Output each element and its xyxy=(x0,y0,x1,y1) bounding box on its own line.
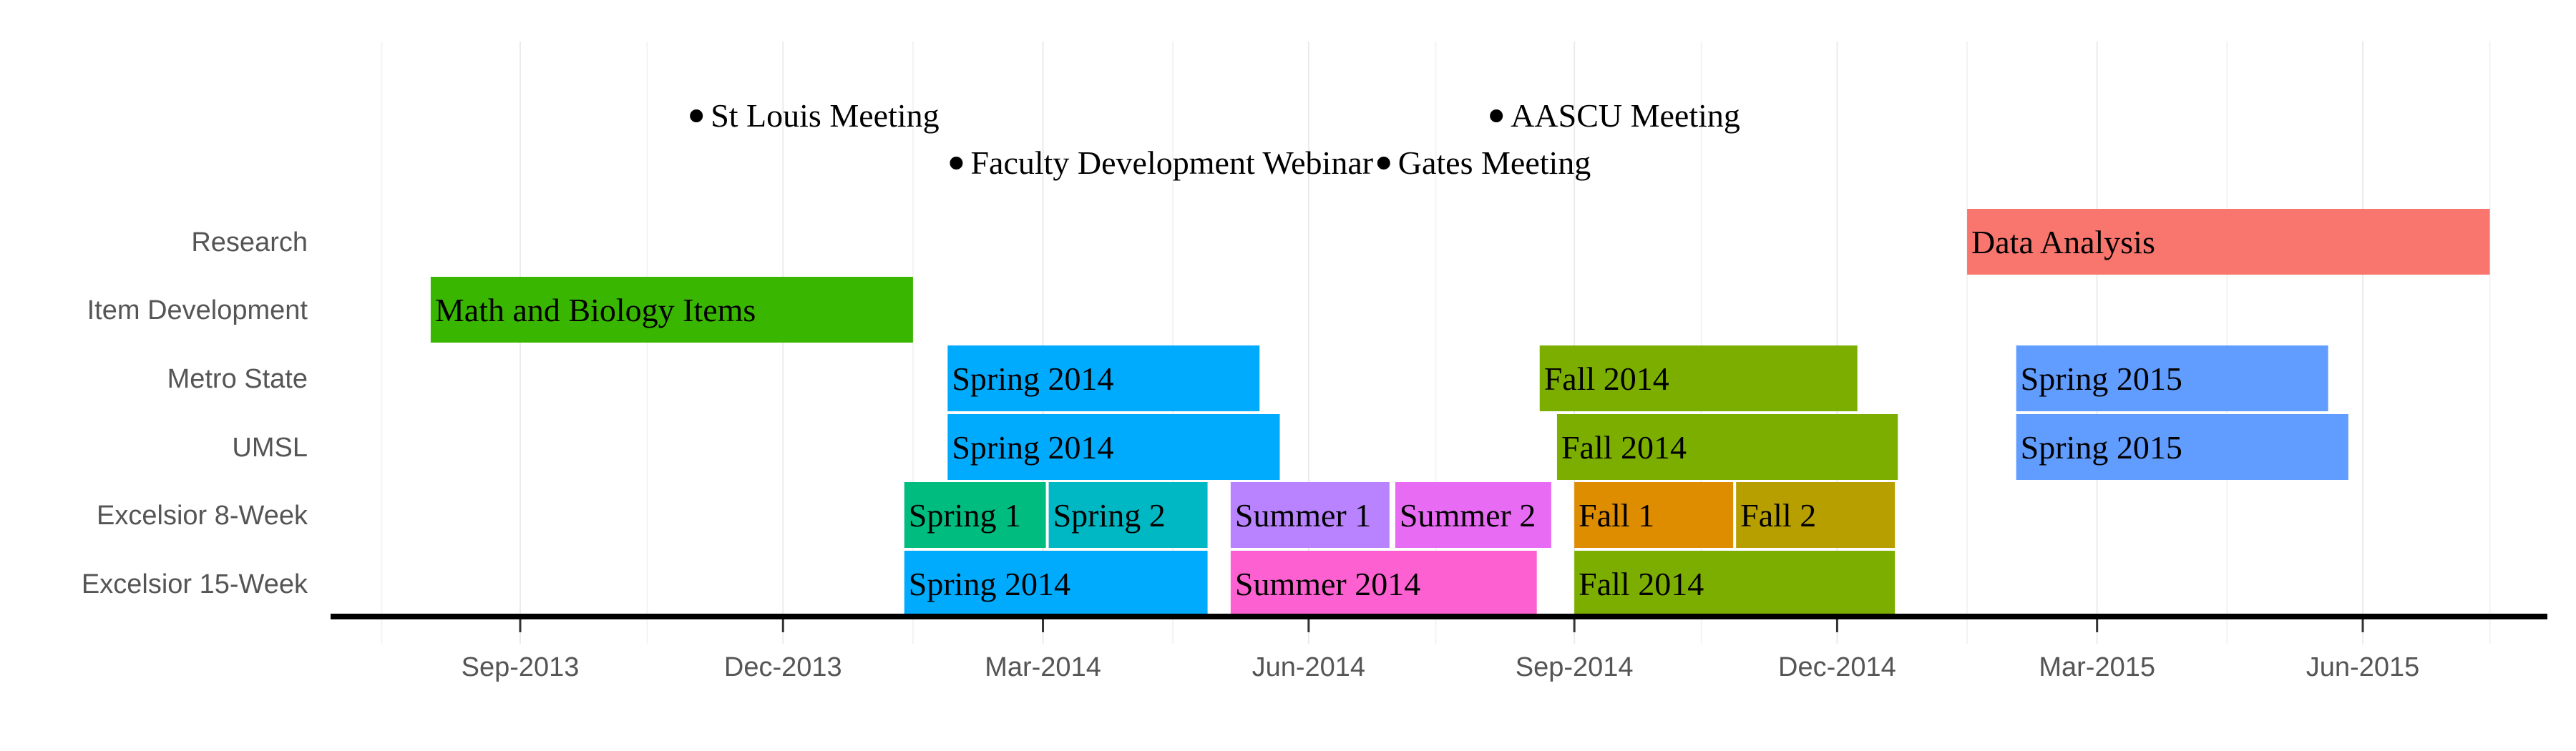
bar-umsl-spring-2014 xyxy=(947,414,1280,480)
x-tick-label-sep-2014: Sep-2014 xyxy=(1516,652,1634,682)
bar-excelsior-15-week-summer-2014 xyxy=(1230,551,1537,617)
bar-label-metro-state-fall-2014: Fall 2014 xyxy=(1544,360,1669,397)
bar-excelsior-15-week-spring-2014 xyxy=(904,551,1208,617)
bar-label-research-data-analysis: Data Analysis xyxy=(1971,224,2155,260)
row-label-excelsior-15-week: Excelsior 15-Week xyxy=(82,569,308,599)
bar-label-excelsior-8-week-spring-2: Spring 2 xyxy=(1053,497,1166,534)
bar-label-metro-state-spring-2015: Spring 2015 xyxy=(2021,360,2182,397)
event-label-st-louis-meeting: St Louis Meeting xyxy=(711,97,939,134)
x-axis: Sep-2013 Dec-2013 Mar-2014 Jun-2014 Sep-2014… xyxy=(331,614,2547,682)
bar-research-data-analysis xyxy=(1967,209,2490,275)
bar-excelsior-8-week-spring-2 xyxy=(1048,482,1208,548)
bar-label-excelsior-15-week-summer-2014: Summer 2014 xyxy=(1235,566,1420,602)
row-label-excelsior-8-week: Excelsior 8-Week xyxy=(97,501,308,531)
event-point-st-louis-meeting xyxy=(690,109,703,122)
x-tick-label-dec-2013: Dec-2013 xyxy=(724,652,842,682)
x-tick-label-jun-2014: Jun-2014 xyxy=(1252,652,1365,682)
bar-label-excelsior-8-week-summer-1: Summer 1 xyxy=(1235,497,1371,534)
event-point-aascu-meeting xyxy=(1490,109,1503,122)
bar-label-metro-state-spring-2014: Spring 2014 xyxy=(952,360,1113,397)
bar-label-excelsior-8-week-fall-2: Fall 2 xyxy=(1740,497,1816,534)
bar-metro-state-fall-2014 xyxy=(1539,345,1858,411)
event-label-gates-meeting: Gates Meeting xyxy=(1398,144,1591,181)
bar-label-umsl-fall-2014: Fall 2014 xyxy=(1561,429,1687,466)
row-label-item-development: Item Development xyxy=(87,295,308,325)
bar-label-excelsior-15-week-fall-2014: Fall 2014 xyxy=(1579,566,1704,602)
bar-excelsior-8-week-summer-1 xyxy=(1230,482,1390,548)
bar-label-item-development-math-and-biology-items: Math and Biology Items xyxy=(435,292,756,328)
bar-metro-state-spring-2015 xyxy=(2016,345,2328,411)
bar-excelsior-8-week-fall-2 xyxy=(1736,482,1896,548)
bar-excelsior-8-week-spring-1 xyxy=(904,482,1046,548)
bar-label-excelsior-8-week-spring-1: Spring 1 xyxy=(909,497,1021,534)
event-label-faculty-development-webinar: Faculty Development Webinar xyxy=(970,144,1373,181)
x-tick-label-jun-2015: Jun-2015 xyxy=(2306,652,2419,682)
bar-metro-state-spring-2014 xyxy=(947,345,1260,411)
bar-umsl-spring-2015 xyxy=(2016,414,2348,480)
bar-item-development-math-and-biology-items xyxy=(430,277,913,343)
bar-excelsior-15-week-fall-2014 xyxy=(1574,551,1896,617)
row-label-research: Research xyxy=(191,227,308,257)
event-label-aascu-meeting: AASCU Meeting xyxy=(1511,97,1740,134)
x-tick-label-dec-2014: Dec-2014 xyxy=(1778,652,1896,682)
row-label-umsl: UMSL xyxy=(232,433,308,463)
row-label-metro-state: Metro State xyxy=(167,364,308,394)
event-point-gates-meeting xyxy=(1377,157,1390,170)
x-tick-label-sep-2013: Sep-2013 xyxy=(462,652,580,682)
bar-label-umsl-spring-2015: Spring 2015 xyxy=(2021,429,2182,466)
events: St Louis Meeting Faculty Development Webi… xyxy=(690,97,1740,181)
bar-label-excelsior-8-week-summer-2: Summer 2 xyxy=(1400,497,1536,534)
bar-excelsior-8-week-fall-1 xyxy=(1574,482,1734,548)
task-bars: Data Analysis Math and Biology Items Sprin… xyxy=(430,209,2490,617)
bar-umsl-fall-2014 xyxy=(1556,414,1898,480)
x-tick-label-mar-2015: Mar-2015 xyxy=(2039,652,2155,682)
event-point-faculty-development-webinar xyxy=(950,157,963,170)
bar-label-excelsior-15-week-spring-2014: Spring 2014 xyxy=(909,566,1070,602)
bar-label-umsl-spring-2014: Spring 2014 xyxy=(952,429,1113,466)
bar-excelsior-8-week-summer-2 xyxy=(1395,482,1551,548)
x-tick-label-mar-2014: Mar-2014 xyxy=(985,652,1101,682)
row-labels: Research Item Development Metro State UMSL E… xyxy=(82,227,308,599)
bar-label-excelsior-8-week-fall-1: Fall 1 xyxy=(1579,497,1654,534)
